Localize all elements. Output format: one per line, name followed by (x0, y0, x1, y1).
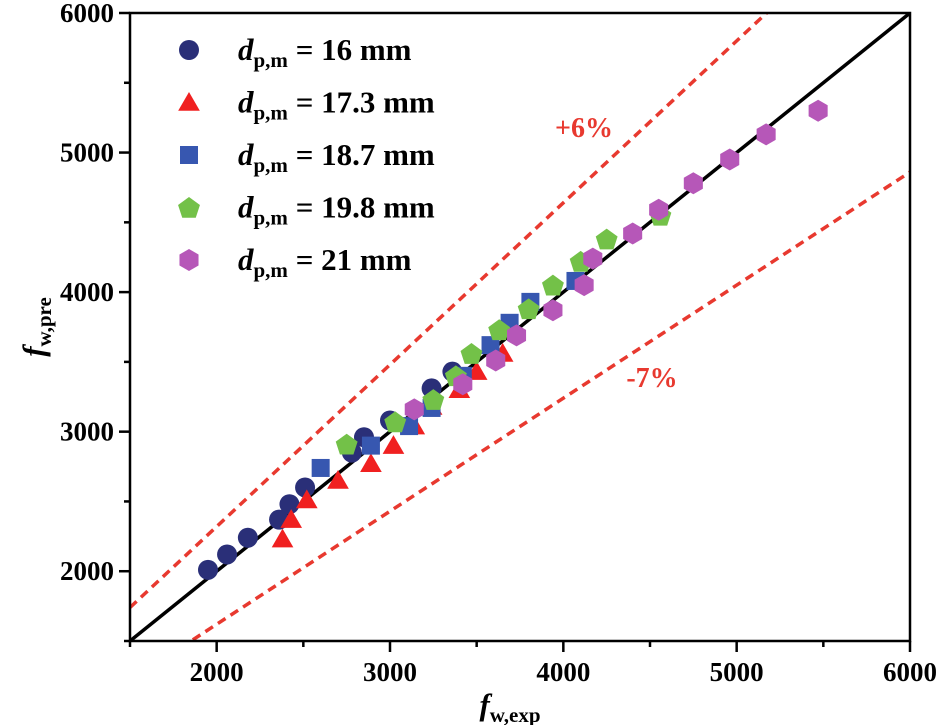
data-point (360, 453, 382, 473)
data-point (271, 528, 294, 548)
data-point (542, 274, 564, 296)
y-tick-label: 4000 (60, 277, 114, 307)
plot-frame (128, 11, 912, 643)
legend-item-4: dp,m = 19.8 mm (178, 190, 435, 230)
lower-bound-line (187, 170, 910, 641)
data-point (295, 477, 316, 498)
y-tick-label: 3000 (60, 417, 114, 447)
legend-marker (178, 92, 200, 111)
legend-item-1: dp,m = 16 mm (179, 32, 412, 72)
legend-label-sub: p,m (254, 153, 289, 177)
series-5 (404, 99, 828, 421)
data-point (481, 336, 500, 355)
legend-label-var: d (238, 32, 254, 67)
data-point (583, 247, 603, 270)
y-tick-label: 5000 (60, 138, 114, 168)
x-tick-label: 6000 (883, 657, 937, 687)
data-point (404, 398, 424, 421)
legend-label-value: = 17.3 mm (288, 85, 435, 120)
x-axis-label-main: f (479, 687, 492, 722)
series-4 (335, 204, 672, 455)
legend-label: dp,m = 19.8 mm (238, 190, 435, 230)
data-point (453, 373, 473, 396)
legend-marker (178, 197, 200, 218)
data-point (422, 389, 445, 410)
legend-label: dp,m = 16 mm (238, 32, 412, 72)
upper-bound-label: +6% (555, 113, 613, 144)
data-point (217, 544, 238, 565)
data-point (808, 99, 828, 122)
data-point (384, 411, 407, 433)
y-tick-label: 6000 (60, 0, 114, 28)
data-point (486, 349, 506, 372)
data-point (507, 324, 527, 347)
data-point (361, 436, 380, 455)
y-axis-label: fw,pre (16, 297, 56, 357)
data-point (517, 298, 540, 320)
legend-label-sub: p,m (254, 258, 289, 282)
y-axis-label-main: f (16, 344, 51, 357)
legend-label-var: d (238, 85, 254, 120)
data-point (649, 198, 669, 221)
data-point (327, 470, 349, 489)
data-point (279, 494, 300, 515)
x-tick-label: 3000 (363, 657, 417, 687)
data-point (623, 222, 643, 245)
data-point (574, 274, 594, 297)
legend-label: dp,m = 17.3 mm (238, 85, 435, 125)
data-point (237, 527, 258, 548)
legend-label: dp,m = 18.7 mm (238, 137, 435, 177)
legend-label-value: = 18.7 mm (288, 137, 435, 172)
data-points (198, 99, 828, 580)
legend-label-value: = 16 mm (288, 32, 412, 67)
y-axis-label-sub: w,pre (32, 297, 56, 346)
x-tick-label: 2000 (190, 657, 244, 687)
legend-item-2: dp,m = 17.3 mm (178, 85, 435, 125)
data-point (460, 343, 483, 364)
legend-marker (179, 40, 199, 60)
x-tick-label: 5000 (710, 657, 764, 687)
legend-label-sub: p,m (254, 48, 289, 72)
data-point (382, 435, 405, 454)
legend-item-5: dp,m = 21 mm (179, 242, 412, 282)
data-point (198, 559, 218, 580)
legend-label-var: d (238, 190, 254, 225)
data-point (543, 299, 563, 322)
x-axis-label-sub: w,exp (490, 703, 541, 725)
legend-label-sub: p,m (254, 101, 289, 125)
data-point (756, 123, 776, 146)
legend-label-var: d (238, 137, 254, 172)
data-point (595, 228, 618, 250)
lower-bound-label: -7% (626, 363, 677, 394)
legend-marker (179, 249, 199, 271)
data-point (335, 433, 358, 455)
legend-label-value: = 19.8 mm (288, 190, 435, 225)
axis-ticks: 2000 3000 4000 5000 6000 2000 3000 4000 5000 6000 (60, 0, 937, 687)
data-point (280, 509, 303, 528)
reference-line-labels: +6% -7% (555, 113, 678, 394)
data-point (295, 489, 318, 509)
x-axis-label: fw,exp (479, 687, 540, 725)
data-point (311, 458, 330, 477)
data-point (488, 319, 511, 341)
legend-label-value: = 21 mm (288, 242, 412, 277)
legend-marker (180, 146, 198, 164)
legend-label: dp,m = 21 mm (238, 242, 412, 282)
legend-item-3: dp,m = 18.7 mm (180, 137, 435, 177)
legend-label-sub: p,m (254, 206, 289, 230)
data-point (683, 172, 703, 195)
legend-label-var: d (238, 242, 254, 277)
upper-bound-line (130, 13, 770, 609)
y-tick-label: 2000 (60, 556, 114, 586)
x-tick-label: 4000 (536, 657, 590, 687)
data-point (720, 148, 740, 171)
